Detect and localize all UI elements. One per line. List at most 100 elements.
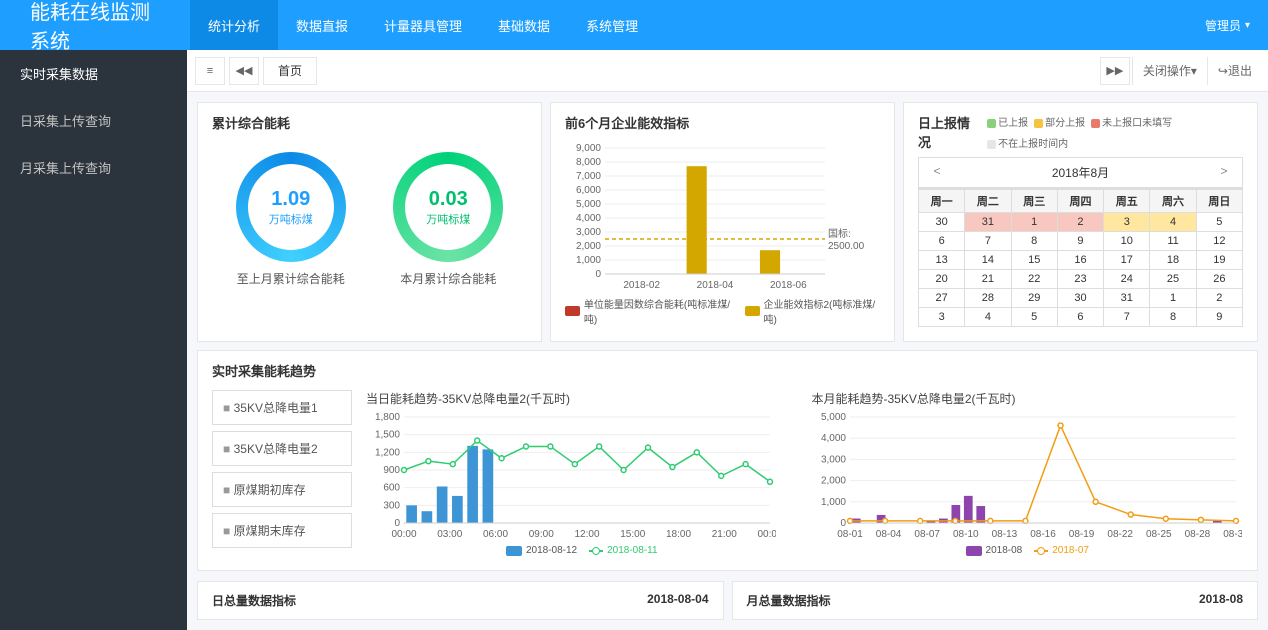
svg-text:00:00: 00:00 <box>757 529 776 540</box>
tab-home[interactable]: 首页 <box>263 57 317 85</box>
cal-cell[interactable]: 16 <box>1057 251 1103 270</box>
sidebar-item[interactable]: 月采集上传查询 <box>0 144 187 191</box>
cal-cell[interactable]: 10 <box>1104 232 1150 251</box>
cal-cell[interactable]: 7 <box>1104 308 1150 327</box>
svg-text:18:00: 18:00 <box>666 529 691 540</box>
cal-cell[interactable]: 3 <box>1104 213 1150 232</box>
card-trend: 实时采集能耗趋势 35KV总降电量135KV总降电量2原煤期初库存原煤期末库存 … <box>197 350 1258 571</box>
cal-next[interactable]: > <box>1206 158 1242 187</box>
cal-cell[interactable]: 8 <box>1011 232 1057 251</box>
cal-cell[interactable]: 20 <box>919 270 965 289</box>
cal-cell[interactable]: 2 <box>1196 289 1242 308</box>
admin-menu[interactable]: 管理员 <box>1187 17 1268 34</box>
topnav-item[interactable]: 系统管理 <box>568 0 656 50</box>
cal-cell[interactable]: 30 <box>919 213 965 232</box>
svg-text:8,000: 8,000 <box>576 157 601 168</box>
cal-cell[interactable]: 12 <box>1196 232 1242 251</box>
cal-cell[interactable]: 4 <box>1150 213 1196 232</box>
trend-side-list: 35KV总降电量1 35KV总降电量2 原煤期初库存原煤期末库存 <box>212 390 352 556</box>
cal-cell[interactable]: 29 <box>1011 289 1057 308</box>
sidebar-item[interactable]: 日采集上传查询 <box>0 97 187 144</box>
cal-cell[interactable]: 31 <box>965 213 1011 232</box>
card-daily-total: 日总量数据指标2018-08-04 <box>197 581 724 620</box>
cal-cell[interactable]: 22 <box>1011 270 1057 289</box>
card-gauge: 累计综合能耗 1.09 万吨标煤 至上月累计综合能耗 0.03 万吨标煤 <box>197 102 542 342</box>
cal-cell[interactable]: 19 <box>1196 251 1242 270</box>
content: ≡ ◀◀ 首页 ▶▶ 关闭操作 ▾ ↪ 退出 累计综合能耗 1.09 万吨标煤 <box>187 50 1268 630</box>
cal-cell[interactable]: 21 <box>965 270 1011 289</box>
svg-text:21:00: 21:00 <box>712 529 737 540</box>
cal-cell[interactable]: 31 <box>1104 289 1150 308</box>
tab-next-icon[interactable]: ▶▶ <box>1100 57 1130 85</box>
cal-cell[interactable]: 4 <box>965 308 1011 327</box>
trend-side-item[interactable]: 原煤期初库存 <box>212 472 352 507</box>
svg-text:08-01: 08-01 <box>837 529 863 540</box>
topnav-item[interactable]: 数据直报 <box>278 0 366 50</box>
cal-cell[interactable]: 24 <box>1104 270 1150 289</box>
cal-cell[interactable]: 6 <box>919 232 965 251</box>
topnav-item[interactable]: 基础数据 <box>480 0 568 50</box>
tabbar: ≡ ◀◀ 首页 ▶▶ 关闭操作 ▾ ↪ 退出 <box>187 50 1268 92</box>
cal-cell[interactable]: 13 <box>919 251 965 270</box>
card-monthly-total: 月总量数据指标2018-08 <box>732 581 1259 620</box>
cal-cell[interactable]: 17 <box>1104 251 1150 270</box>
gauge-right: 0.03 万吨标煤 本月累计综合能耗 <box>393 142 503 287</box>
cal-cell[interactable]: 27 <box>919 289 965 308</box>
svg-text:3,000: 3,000 <box>576 227 601 238</box>
cal-cell[interactable]: 11 <box>1150 232 1196 251</box>
svg-text:600: 600 <box>383 483 400 494</box>
topbar: 能耗在线监测系统 统计分析数据直报计量器具管理基础数据系统管理 管理员 <box>0 0 1268 50</box>
svg-text:7,000: 7,000 <box>576 171 601 182</box>
cal-prev[interactable]: < <box>919 158 955 187</box>
sidebar: 实时采集数据日采集上传查询月采集上传查询 <box>0 50 187 630</box>
svg-text:5,000: 5,000 <box>820 412 845 423</box>
svg-text:300: 300 <box>383 500 400 511</box>
topnav-item[interactable]: 统计分析 <box>190 0 278 50</box>
calendar-table: 周一周二周三周四周五周六周日30311234567891011121314151… <box>918 189 1243 327</box>
cal-cell[interactable]: 6 <box>1057 308 1103 327</box>
cal-cell[interactable]: 14 <box>965 251 1011 270</box>
svg-text:2018-06: 2018-06 <box>770 280 807 291</box>
cal-cell[interactable]: 5 <box>1196 213 1242 232</box>
cal-cell[interactable]: 5 <box>1011 308 1057 327</box>
cal-cell[interactable]: 15 <box>1011 251 1057 270</box>
svg-text:2500.00: 2500.00 <box>828 241 865 252</box>
cal-cell[interactable]: 2 <box>1057 213 1103 232</box>
svg-text:12:00: 12:00 <box>574 529 599 540</box>
card-bar6-title: 前6个月企业能效指标 <box>565 113 880 132</box>
svg-text:国标:: 国标: <box>828 228 851 240</box>
svg-text:08-28: 08-28 <box>1184 529 1210 540</box>
sidebar-item[interactable]: 实时采集数据 <box>0 50 187 97</box>
cal-cell[interactable]: 9 <box>1196 308 1242 327</box>
cal-cell[interactable]: 25 <box>1150 270 1196 289</box>
bar6-chart: 01,0002,0003,0004,0005,0006,0007,0008,00… <box>565 142 880 292</box>
cal-cell[interactable]: 30 <box>1057 289 1103 308</box>
cal-cell[interactable]: 26 <box>1196 270 1242 289</box>
svg-text:4,000: 4,000 <box>576 213 601 224</box>
svg-text:2018-04: 2018-04 <box>697 280 734 291</box>
svg-text:08-04: 08-04 <box>875 529 901 540</box>
cal-cell[interactable]: 18 <box>1150 251 1196 270</box>
svg-text:5,000: 5,000 <box>576 199 601 210</box>
cal-cell[interactable]: 28 <box>965 289 1011 308</box>
svg-text:0: 0 <box>840 518 846 529</box>
cal-cell[interactable]: 1 <box>1150 289 1196 308</box>
svg-text:1,000: 1,000 <box>576 255 601 266</box>
cal-cell[interactable]: 9 <box>1057 232 1103 251</box>
cal-cell[interactable]: 1 <box>1011 213 1057 232</box>
tab-menu-icon[interactable]: ≡ <box>195 57 225 85</box>
trend-side-item[interactable]: 35KV总降电量1 <box>212 390 352 425</box>
topnav-item[interactable]: 计量器具管理 <box>366 0 480 50</box>
cal-cell[interactable]: 8 <box>1150 308 1196 327</box>
svg-text:1,800: 1,800 <box>375 412 400 423</box>
cal-cell[interactable]: 23 <box>1057 270 1103 289</box>
logout-button[interactable]: ↪ 退出 <box>1207 57 1262 85</box>
trend-side-item[interactable]: 35KV总降电量2 <box>212 431 352 466</box>
trend-side-item[interactable]: 原煤期末库存 <box>212 513 352 548</box>
tab-prev-icon[interactable]: ◀◀ <box>229 57 259 85</box>
tab-close-ops[interactable]: 关闭操作 ▾ <box>1132 57 1207 85</box>
svg-text:08-16: 08-16 <box>1030 529 1056 540</box>
cal-cell[interactable]: 7 <box>965 232 1011 251</box>
svg-text:08-25: 08-25 <box>1146 529 1172 540</box>
cal-cell[interactable]: 3 <box>919 308 965 327</box>
